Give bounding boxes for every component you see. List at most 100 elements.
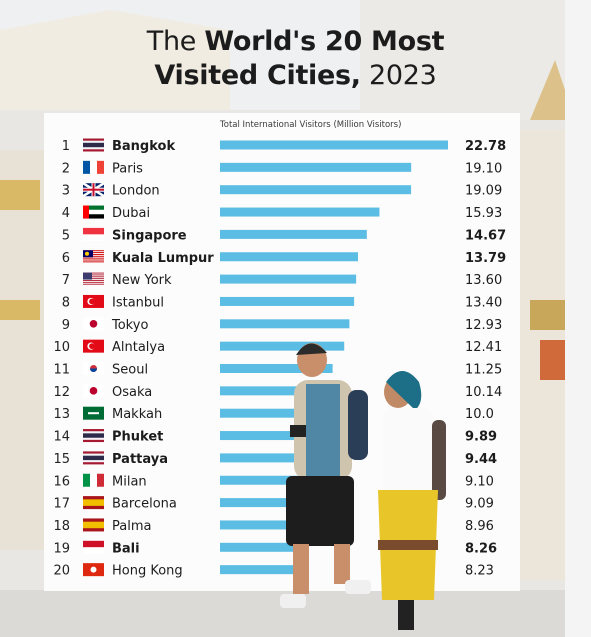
category-label: Bangkok xyxy=(112,139,175,154)
bar xyxy=(220,364,333,373)
japan-flag xyxy=(83,384,104,398)
title-prefix: The xyxy=(146,26,197,57)
chart-row: 8 Istanbul 13.40 xyxy=(62,294,502,310)
bar xyxy=(220,341,345,351)
rank-label: 12 xyxy=(53,385,70,400)
france-flag xyxy=(83,160,104,174)
value-label: 9.09 xyxy=(465,497,494,512)
value-label: 8.23 xyxy=(465,564,494,579)
chart-row: 18 Palma 8.96 xyxy=(53,518,494,534)
category-label: Istanbul xyxy=(112,295,164,310)
rank-label: 17 xyxy=(53,497,70,512)
bar xyxy=(220,162,412,172)
category-label: Makkah xyxy=(112,407,162,422)
rank-label: 6 xyxy=(62,251,70,266)
value-label: 13.79 xyxy=(465,251,506,266)
south-korea-flag xyxy=(83,362,104,375)
rank-label: 4 xyxy=(62,206,70,221)
category-label: Singapore xyxy=(112,228,187,243)
chart-row: 12 Osaka 10.14 xyxy=(53,384,502,400)
chart-title-line-2: Visited Cities, 2023 xyxy=(0,60,591,91)
rank-label: 5 xyxy=(62,228,70,243)
bar xyxy=(220,520,310,530)
usa-flag xyxy=(83,272,104,285)
spain-flag xyxy=(83,496,104,510)
bar xyxy=(220,386,322,396)
indonesia-flag xyxy=(83,540,104,554)
chart-row: 15 Pattaya 9.44 xyxy=(53,451,497,467)
rank-label: 10 xyxy=(53,340,70,355)
value-label: 14.67 xyxy=(465,228,506,243)
chart-row: 19 Bali 8.26 xyxy=(53,540,497,556)
category-label: Osaka xyxy=(112,385,152,400)
bar xyxy=(220,408,321,418)
bar xyxy=(220,431,319,441)
rank-label: 14 xyxy=(53,430,70,445)
category-label: Milan xyxy=(112,474,147,489)
turkey-flag xyxy=(83,294,104,308)
bar xyxy=(220,453,315,463)
malaysia-flag xyxy=(83,250,104,263)
bar xyxy=(220,185,412,195)
chart-row: 5 Singapore 14.67 xyxy=(62,227,506,243)
value-label: 10.0 xyxy=(465,407,494,422)
category-label: Seoul xyxy=(112,363,148,378)
chart-title-line-1: The World's 20 Most xyxy=(0,26,591,57)
rank-label: 15 xyxy=(53,452,70,467)
chart-row: 9 Tokyo 12.93 xyxy=(62,317,502,333)
singapore-flag xyxy=(83,227,104,241)
saudi-arabia-flag xyxy=(83,406,104,420)
bar xyxy=(220,498,311,508)
title-bold-2: Visited Cities, xyxy=(154,60,361,91)
rank-label: 7 xyxy=(62,273,70,288)
rank-label: 19 xyxy=(53,541,70,556)
value-label: 12.93 xyxy=(465,318,502,333)
title-year: 2023 xyxy=(369,60,437,91)
value-label: 15.93 xyxy=(465,206,502,221)
value-label: 11.25 xyxy=(465,363,502,378)
value-label: 13.60 xyxy=(465,273,502,288)
rank-label: 1 xyxy=(62,139,70,154)
rank-label: 11 xyxy=(53,363,70,378)
x-axis-title: Total International Visitors (Million Vi… xyxy=(220,120,402,130)
japan-flag xyxy=(83,317,104,331)
rank-label: 2 xyxy=(62,161,70,176)
rank-label: 3 xyxy=(62,184,70,199)
category-label: Kuala Lumpur xyxy=(112,251,214,266)
category-label: Paris xyxy=(112,161,143,176)
category-label: Barcelona xyxy=(112,497,177,512)
category-label: New York xyxy=(112,273,172,288)
bar xyxy=(220,207,380,217)
value-label: 9.89 xyxy=(465,430,497,445)
category-label: Palma xyxy=(112,519,151,534)
value-label: 13.40 xyxy=(465,295,502,310)
value-label: 9.44 xyxy=(465,452,497,467)
rank-label: 9 xyxy=(62,318,70,333)
bar xyxy=(220,565,303,575)
category-label: Pattaya xyxy=(112,452,168,467)
chart-row: 11 Seoul 11.25 xyxy=(53,362,502,378)
title-bold-1: World's 20 Most xyxy=(204,26,445,57)
chart-row: 2 Paris 19.10 xyxy=(62,160,502,176)
bar xyxy=(220,542,303,552)
chart-row: 4 Dubai 15.93 xyxy=(62,205,502,221)
uk-flag xyxy=(82,182,105,198)
category-label: Phuket xyxy=(112,430,163,445)
turkey-flag xyxy=(83,339,104,353)
category-label: Dubai xyxy=(112,206,150,221)
chart-row: 10 Alntalya 12.41 xyxy=(53,339,502,355)
value-label: 19.09 xyxy=(465,184,502,199)
italy-flag xyxy=(83,473,104,487)
chart-row: 20 Hong Kong 8.23 xyxy=(53,563,494,579)
rank-label: 20 xyxy=(53,564,70,579)
spain-flag xyxy=(83,518,104,532)
category-label: Bali xyxy=(112,541,140,556)
value-label: 22.78 xyxy=(465,139,506,154)
value-label: 9.10 xyxy=(465,474,494,489)
value-label: 12.41 xyxy=(465,340,502,355)
chart-row: 13 Makkah 10.0 xyxy=(53,406,494,422)
chart-row: 6 Kuala Lumpur 13.79 xyxy=(62,250,506,266)
hong-kong-flag xyxy=(83,563,104,577)
